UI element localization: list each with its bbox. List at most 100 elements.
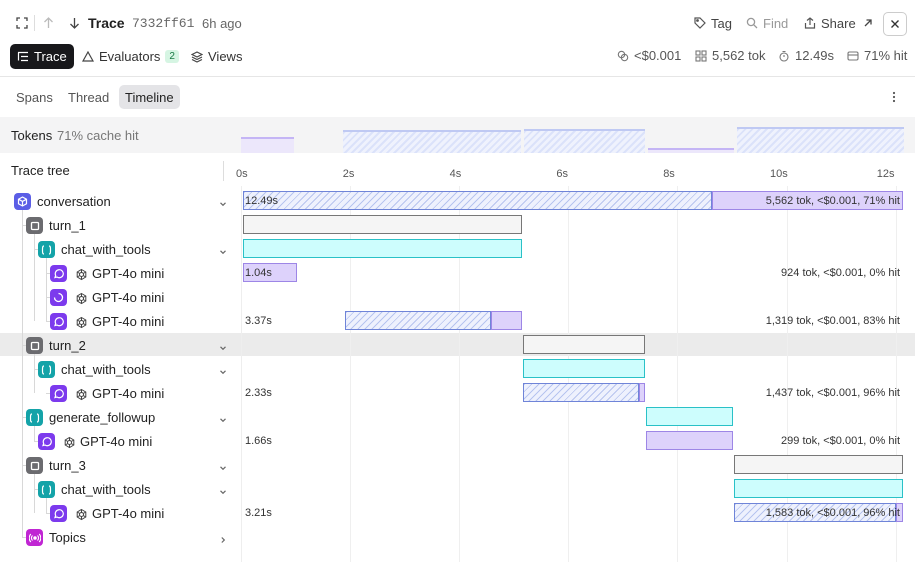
tab-thread[interactable]: Thread <box>68 89 110 105</box>
tree-connector <box>34 233 35 321</box>
evaluators-button[interactable]: Evaluators 2 <box>75 44 186 69</box>
tree-connector <box>46 497 47 513</box>
tag-button[interactable]: Tag <box>694 13 732 33</box>
tree-row[interactable]: Topics <box>0 528 240 550</box>
chevron-right-icon[interactable] <box>218 533 228 543</box>
tree-connector <box>46 513 50 514</box>
tokens-value: 5,562 tok <box>712 48 766 63</box>
chevron-down-icon[interactable] <box>218 461 228 471</box>
coins-icon <box>617 50 629 61</box>
tree-row[interactable]: GPT-4o mini <box>0 432 240 454</box>
span-bar[interactable] <box>523 359 645 378</box>
span-bar[interactable] <box>734 503 896 522</box>
open-external-icon[interactable] <box>862 17 874 29</box>
arrow-up-icon[interactable] <box>41 16 55 30</box>
warning-triangle-icon <box>82 51 94 62</box>
tree-item-label: chat_with_tools <box>61 482 151 497</box>
tree-connector <box>46 257 47 321</box>
time-tick-label: 10s <box>770 168 788 180</box>
tree-row[interactable]: GPT-4o mini <box>0 288 240 310</box>
tree-row[interactable]: generate_followup <box>0 408 240 430</box>
tree-row[interactable]: GPT-4o mini <box>0 384 240 406</box>
span-bar[interactable] <box>243 239 522 258</box>
chevron-down-icon[interactable] <box>218 413 228 423</box>
span-duration-label: 1.66s <box>245 435 272 447</box>
span-bar[interactable] <box>523 335 645 354</box>
trace-view-label: Trace <box>34 49 67 64</box>
span-bar[interactable] <box>712 191 903 210</box>
span-stats-label: 1,319 tok, <$0.001, 83% hit <box>765 315 900 327</box>
blocks-icon <box>695 49 707 62</box>
span-duration-label: 3.21s <box>245 507 272 519</box>
tree-row[interactable]: chat_with_tools <box>0 240 240 262</box>
close-button[interactable] <box>883 12 907 36</box>
openai-logo-icon <box>63 436 76 449</box>
trace-view-button[interactable]: Trace <box>10 44 74 69</box>
tree-row[interactable]: GPT-4o mini <box>0 504 240 526</box>
share-button[interactable]: Share <box>804 13 856 33</box>
span-bar[interactable] <box>896 503 903 522</box>
time-tick-label: 2s <box>342 168 355 180</box>
span-bar[interactable] <box>243 215 522 234</box>
grid-line <box>677 186 679 562</box>
grid-line <box>459 186 461 562</box>
loading-icon <box>50 289 67 306</box>
tree-connector <box>46 297 50 298</box>
span-stats-label: 924 tok, <$0.001, 0% hit <box>781 267 900 279</box>
root-span-icon <box>14 193 31 210</box>
close-icon <box>891 20 899 28</box>
chevron-down-icon[interactable] <box>218 197 228 207</box>
duration-value: 12.49s <box>795 48 835 63</box>
chevron-down-icon[interactable] <box>218 365 228 375</box>
chevron-down-icon[interactable] <box>218 341 228 351</box>
span-bar[interactable] <box>646 407 733 426</box>
more-options-icon[interactable] <box>889 90 899 104</box>
tree-row[interactable]: turn_1 <box>0 216 240 238</box>
trace-id[interactable]: 7332ff61 <box>132 16 195 31</box>
tree-row[interactable]: turn_2 <box>0 336 240 358</box>
openai-logo-icon <box>75 292 88 305</box>
tree-row[interactable]: chat_with_tools <box>0 360 240 382</box>
span-bar[interactable] <box>243 191 712 210</box>
span-bar[interactable] <box>734 479 903 498</box>
token-bar <box>241 137 294 153</box>
expand-icon[interactable] <box>15 16 29 30</box>
tree-item-label: GPT-4o mini <box>92 266 165 281</box>
find-button[interactable]: Find <box>746 13 788 33</box>
chevron-down-icon[interactable] <box>218 485 228 495</box>
tree-connector <box>46 321 50 322</box>
tree-row[interactable]: GPT-4o mini <box>0 312 240 334</box>
span-bar[interactable] <box>646 431 733 450</box>
tab-spans[interactable]: Spans <box>16 89 53 105</box>
span-bar[interactable] <box>734 455 903 474</box>
tree-row[interactable]: chat_with_tools <box>0 480 240 502</box>
tree-connector <box>34 425 35 441</box>
tag-label: Tag <box>711 15 732 31</box>
tree-item-label: chat_with_tools <box>61 242 151 257</box>
span-bar[interactable] <box>523 383 639 402</box>
chevron-down-icon[interactable] <box>218 245 228 255</box>
turn-span-icon <box>26 217 43 234</box>
tree-item-label: GPT-4o mini <box>92 386 165 401</box>
trace-header: Trace 7332ff61 6h ago Tag Find Share <box>0 0 915 46</box>
span-bar[interactable] <box>639 383 645 402</box>
openai-logo-icon <box>75 316 88 329</box>
span-bar[interactable] <box>243 263 297 282</box>
span-bar[interactable] <box>491 311 522 330</box>
tree-row[interactable]: turn_3 <box>0 456 240 478</box>
tree-connector <box>22 225 26 226</box>
llm-span-icon <box>50 505 67 522</box>
timer-icon <box>779 50 789 62</box>
tree-row[interactable]: conversation <box>0 192 240 214</box>
tab-timeline[interactable]: Timeline <box>119 85 180 109</box>
trace-tree-title: Trace tree <box>11 163 70 178</box>
tree-row[interactable]: GPT-4o mini <box>0 264 240 286</box>
span-bar[interactable] <box>345 311 491 330</box>
tree-connector <box>22 209 23 537</box>
time-tick-label: 0s <box>236 168 248 180</box>
arrow-down-icon[interactable] <box>67 16 81 30</box>
views-button[interactable]: Views <box>184 44 249 69</box>
tree-item-label: turn_1 <box>49 218 86 233</box>
turn-span-icon <box>26 337 43 354</box>
function-span-icon <box>38 241 55 258</box>
